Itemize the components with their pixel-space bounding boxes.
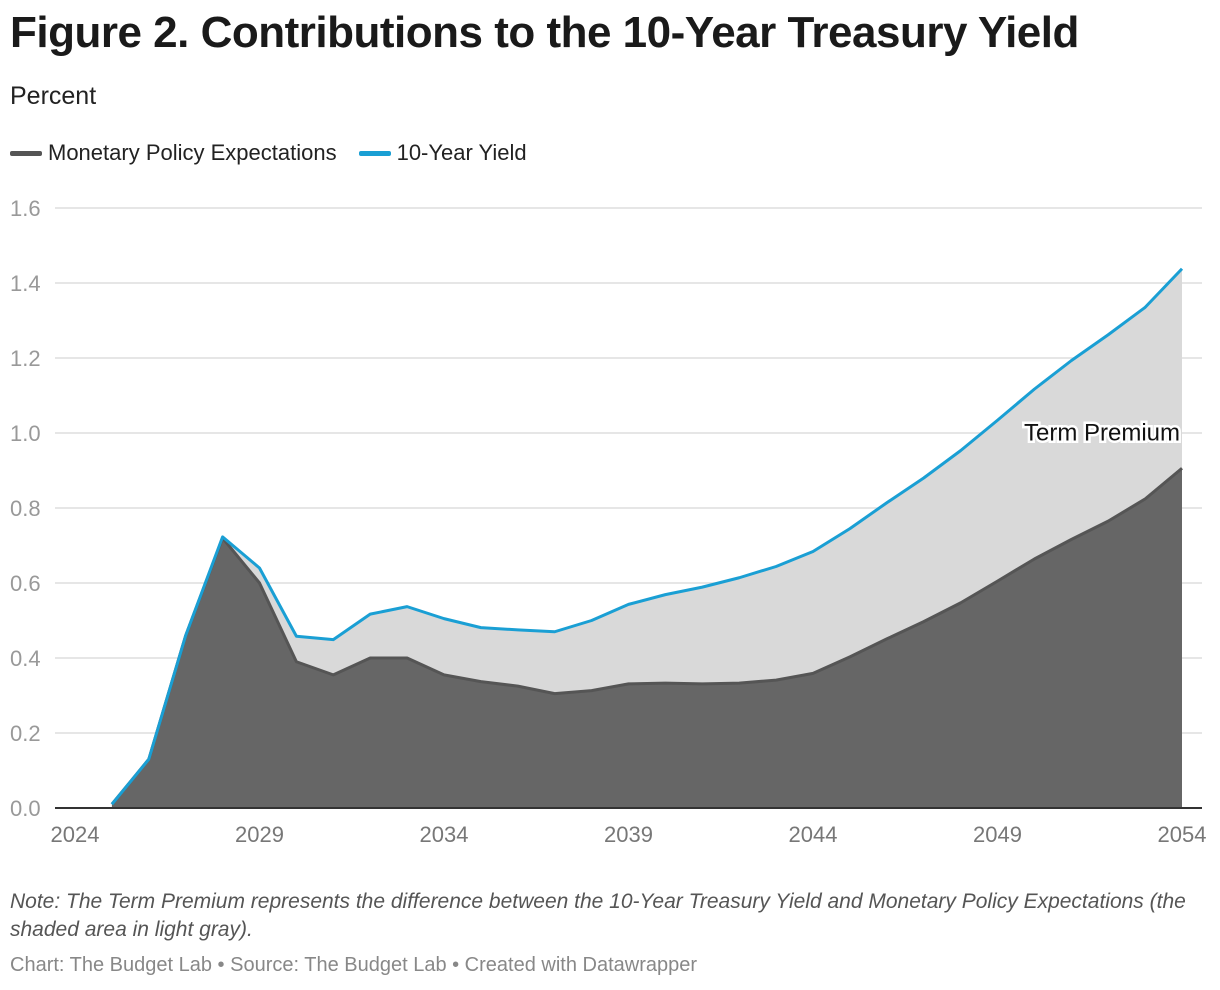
monetary-policy-area	[111, 468, 1182, 808]
chart-credit: Chart: The Budget Lab • Source: The Budg…	[10, 954, 698, 976]
y-tick-label: 0.8	[10, 496, 41, 521]
x-tick-label: 2049	[973, 822, 1022, 847]
term-premium-area	[111, 268, 1182, 805]
x-tick-label: 2029	[235, 822, 284, 847]
y-tick-label: 1.6	[10, 196, 41, 221]
term-premium-annotation: Term Premium	[1024, 420, 1180, 447]
legend: Monetary Policy Expectations 10-Year Yie…	[10, 140, 549, 166]
chart-note: Note: The Term Premium represents the di…	[10, 890, 1186, 941]
y-tick-label: 1.0	[10, 421, 41, 446]
legend-item-10-year-yield: 10-Year Yield	[358, 140, 527, 166]
ten-year-yield-line	[110, 267, 1184, 806]
monetary-policy-line	[110, 467, 1183, 806]
legend-swatch-monetary-policy	[10, 150, 42, 156]
legend-label-10-year-yield: 10-Year Yield	[396, 140, 527, 165]
y-tick-label: 0.2	[10, 721, 41, 746]
y-tick-label: 0.6	[10, 571, 41, 596]
y-tick-label: 1.2	[10, 346, 41, 371]
y-tick-label: 1.4	[10, 271, 41, 296]
legend-swatch-10-year-yield	[358, 150, 391, 156]
x-tick-label: 2044	[789, 822, 838, 847]
legend-item-monetary-policy: Monetary Policy Expectations	[10, 140, 337, 166]
legend-label-monetary-policy: Monetary Policy Expectations	[48, 140, 337, 165]
y-tick-label: 0.4	[10, 646, 41, 671]
x-tick-label: 2054	[1158, 822, 1207, 847]
chart-subtitle: Percent	[10, 82, 97, 110]
x-tick-label: 2034	[420, 822, 469, 847]
x-axis-ticks: 2024 2029 2034 2039 2044 2049 2054	[51, 822, 1207, 847]
x-tick-label: 2039	[604, 822, 653, 847]
x-tick-label: 2024	[51, 822, 100, 847]
chart-title: Figure 2. Contributions to the 10-Year T…	[10, 8, 1079, 57]
y-tick-label: 0.0	[10, 796, 41, 821]
y-axis-ticks: 0.0 0.2 0.4 0.6 0.8 1.0 1.2 1.4 1.6	[10, 196, 41, 821]
